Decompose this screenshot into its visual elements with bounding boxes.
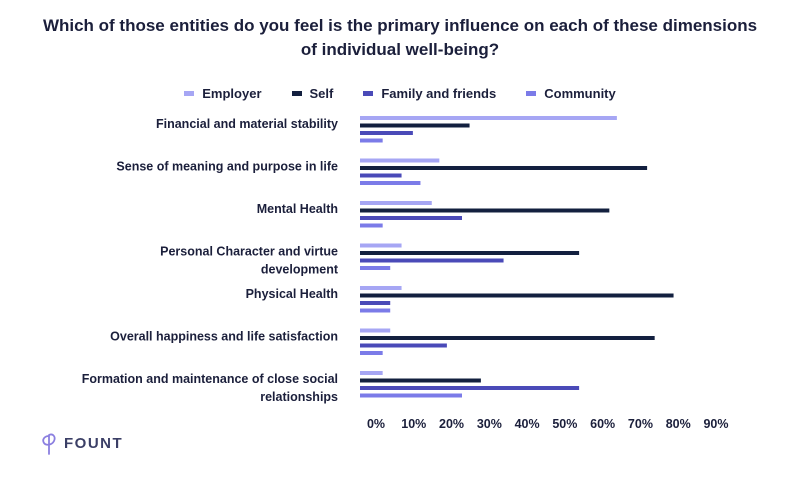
x-tick-label: 90%	[703, 417, 728, 431]
x-tick-label: 60%	[590, 417, 615, 431]
legend-label-employer: Employer	[202, 86, 262, 101]
legend-swatch-community	[526, 91, 537, 96]
x-tick-label: 70%	[628, 417, 653, 431]
fount-logo: FOUNT	[40, 430, 123, 456]
category-label-financial-and-material-stability: Financial and material stability	[156, 117, 338, 131]
bar-community-sense-of-meaning-and-purpose-in-life	[360, 181, 421, 185]
bar-community-personal-character-and-virtue-development	[360, 266, 391, 270]
legend-label-community: Community	[544, 86, 616, 101]
bar-community-physical-health	[360, 308, 391, 313]
logo-text: FOUNT	[64, 434, 124, 452]
x-tick-label: 50%	[552, 417, 577, 431]
legend-item-community: Community	[526, 86, 616, 101]
bar-family-and-friends-mental-health	[360, 216, 462, 220]
x-tick-label: 80%	[666, 417, 691, 431]
x-tick-label: 10%	[401, 417, 426, 431]
bar-family-and-friends-physical-health	[360, 301, 391, 305]
category-label-mental-health: Mental Health	[257, 202, 338, 216]
bar-employer-sense-of-meaning-and-purpose-in-life	[360, 158, 440, 163]
bar-self-formation-and-maintenance-of-close-social-relationships	[360, 378, 481, 383]
bar-employer-financial-and-material-stability	[360, 116, 617, 120]
bar-self-mental-health	[360, 208, 610, 213]
legend-item-self: Self	[291, 86, 334, 101]
legend-label-self: Self	[309, 86, 334, 101]
x-tick-label: 40%	[515, 417, 540, 431]
bar-employer-formation-and-maintenance-of-close-social-relationships	[360, 371, 383, 375]
bar-employer-personal-character-and-virtue-development	[360, 243, 402, 248]
category-label-sense-of-meaning-and-purpose-in-life: Sense of meaning and purpose in life	[116, 160, 338, 174]
bar-community-overall-happiness-and-life-satisfaction	[360, 351, 383, 355]
bar-family-and-friends-overall-happiness-and-life-satisfaction	[360, 343, 447, 348]
category-label-formation-and-maintenance-of-close-social-relationships: Formation and maintenance of close socia…	[82, 372, 338, 404]
legend-swatch-family-and-friends	[363, 91, 374, 96]
bar-self-overall-happiness-and-life-satisfaction	[360, 336, 655, 340]
bar-employer-mental-health	[360, 201, 432, 205]
bar-family-and-friends-financial-and-material-stability	[360, 131, 413, 135]
bar-employer-overall-happiness-and-life-satisfaction	[360, 328, 391, 333]
bar-employer-physical-health	[360, 286, 402, 290]
legend-item-employer: Employer	[184, 86, 262, 101]
category-label-personal-character-and-virtue-development: Personal Character and virtue development	[160, 245, 339, 277]
legend-label-family-and-friends: Family and friends	[381, 86, 497, 101]
x-tick-label: 30%	[477, 417, 502, 431]
category-label-overall-happiness-and-life-satisfaction: Overall happiness and life satisfaction	[110, 330, 338, 344]
bar-self-personal-character-and-virtue-development	[360, 251, 580, 255]
x-tick-label: 20%	[439, 417, 464, 431]
x-tick-label: 0%	[367, 417, 385, 431]
chart-legend: Employer Self Family and friends Communi…	[0, 86, 800, 101]
bar-self-financial-and-material-stability	[360, 123, 470, 128]
chart-title: Which of those entities do you feel is t…	[42, 16, 758, 59]
bar-self-sense-of-meaning-and-purpose-in-life	[360, 166, 648, 170]
bar-community-financial-and-material-stability	[360, 138, 383, 143]
bar-self-physical-health	[360, 293, 674, 298]
category-label-physical-health: Physical Health	[246, 287, 338, 301]
bar-family-and-friends-personal-character-and-virtue-development	[360, 258, 504, 263]
fount-logo-icon	[42, 433, 56, 455]
legend-swatch-employer	[184, 91, 195, 96]
bar-community-mental-health	[360, 223, 383, 228]
bar-family-and-friends-formation-and-maintenance-of-close-social-relationships	[360, 386, 580, 390]
bar-family-and-friends-sense-of-meaning-and-purpose-in-life	[360, 173, 402, 178]
legend-item-family-and-friends: Family and friends	[363, 86, 496, 101]
bar-community-formation-and-maintenance-of-close-social-relationships	[360, 393, 462, 398]
legend-swatch-self	[291, 91, 302, 96]
